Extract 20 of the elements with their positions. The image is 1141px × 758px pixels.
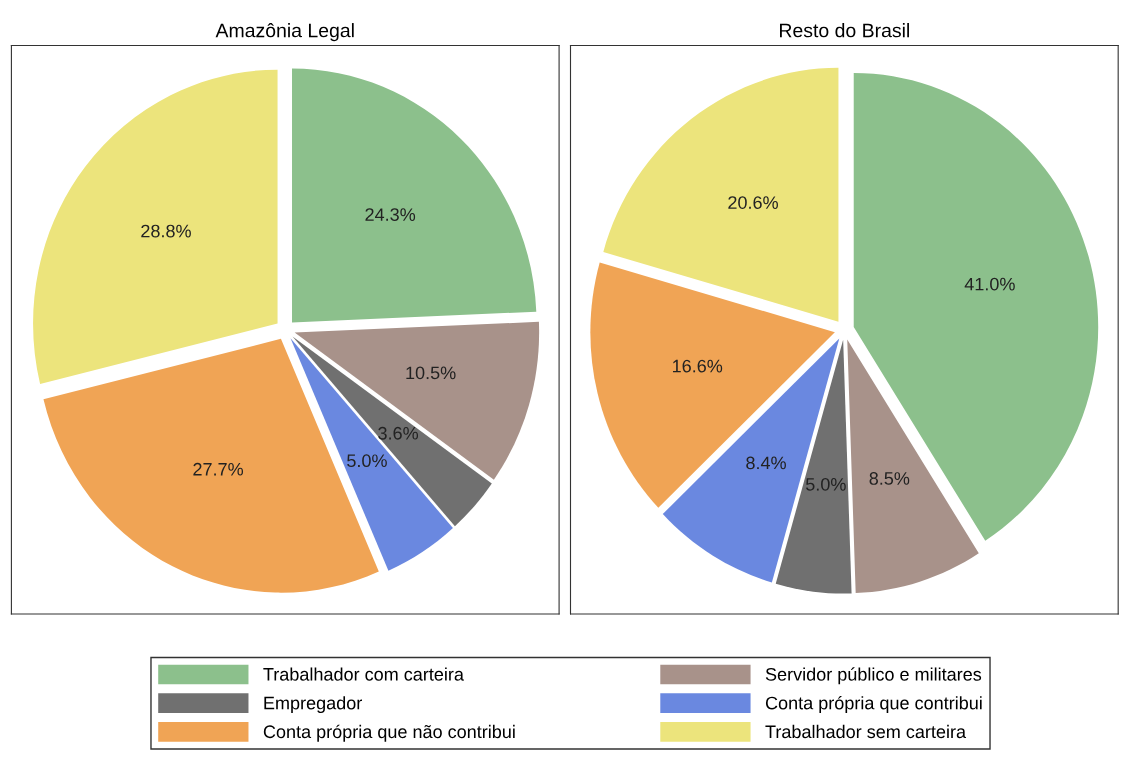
data-label: 16.6% — [672, 359, 723, 373]
legend-label: Servidor público e militares — [765, 667, 982, 685]
chart-title: Amazônia Legal — [215, 22, 354, 42]
legend-label: Trabalhador sem carteira — [765, 724, 967, 739]
data-label: 10.5% — [406, 366, 456, 380]
data-label: 20.6% — [728, 196, 778, 209]
data-label: 8.5% — [869, 472, 910, 485]
data-label: 5.0% — [805, 477, 846, 491]
legend-label: Conta própria que não contribui — [263, 724, 515, 742]
data-label: 3.6% — [378, 426, 419, 440]
data-label: 28.8% — [141, 224, 191, 238]
legend-label: Empregador — [264, 696, 362, 713]
data-label: 24.3% — [365, 208, 416, 221]
legend-label: Trabalhador com carteira — [263, 667, 464, 681]
data-label: 41.0% — [964, 277, 1015, 291]
chart-title: Resto do Brasil — [780, 23, 909, 38]
legend-label: Conta própria que contribui — [765, 695, 982, 713]
data-label: 5.0% — [347, 454, 387, 468]
data-label: 27.7% — [193, 462, 244, 476]
data-label: 8.4% — [746, 456, 786, 470]
